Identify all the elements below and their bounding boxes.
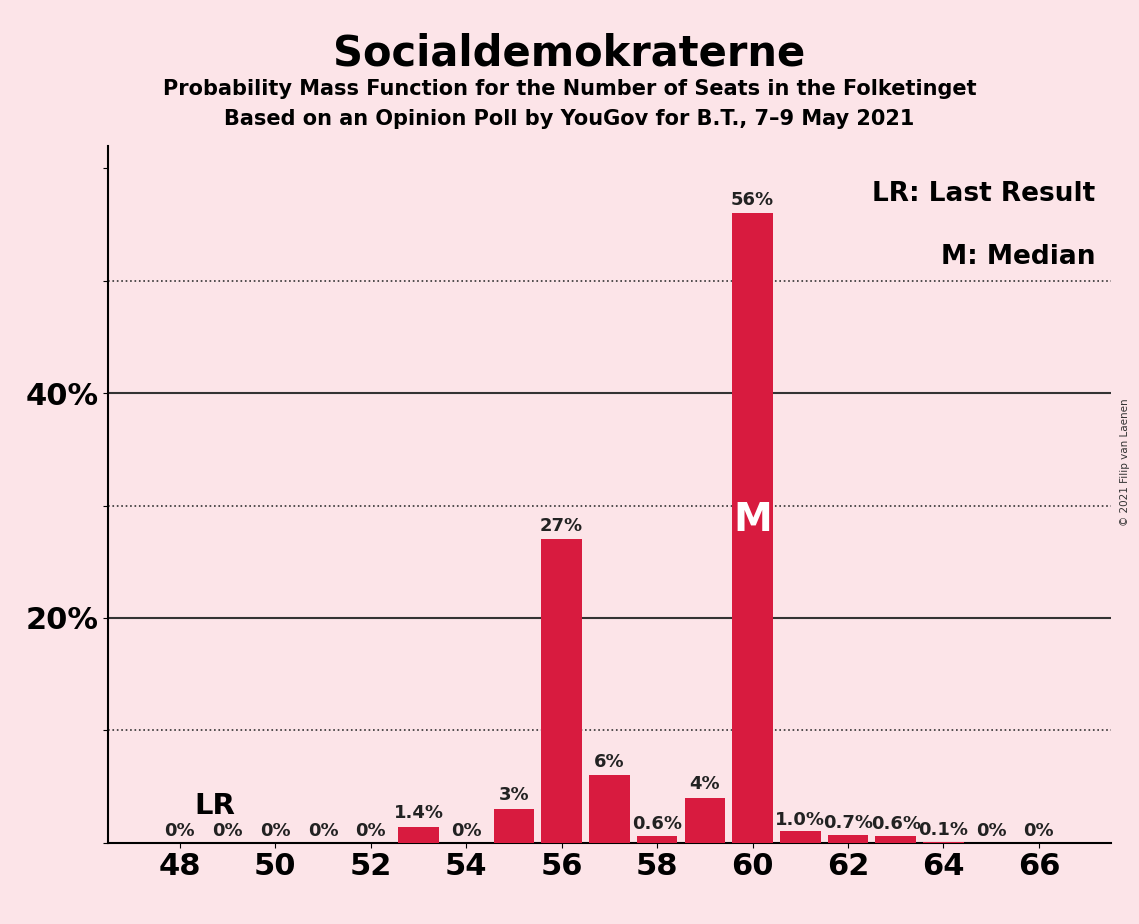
Text: Probability Mass Function for the Number of Seats in the Folketinget: Probability Mass Function for the Number… — [163, 79, 976, 99]
Text: © 2021 Filip van Laenen: © 2021 Filip van Laenen — [1121, 398, 1130, 526]
Text: Based on an Opinion Poll by YouGov for B.T., 7–9 May 2021: Based on an Opinion Poll by YouGov for B… — [224, 109, 915, 129]
Text: 0.7%: 0.7% — [823, 814, 872, 832]
Text: M: Median: M: Median — [941, 244, 1096, 270]
Text: 6%: 6% — [595, 753, 624, 771]
Text: LR: Last Result: LR: Last Result — [872, 181, 1096, 207]
Text: 0%: 0% — [1024, 821, 1055, 840]
Text: 1.4%: 1.4% — [393, 805, 443, 822]
Bar — [924, 842, 964, 843]
Text: Socialdemokraterne: Socialdemokraterne — [334, 32, 805, 74]
Text: 0%: 0% — [308, 821, 338, 840]
Text: 3%: 3% — [499, 786, 530, 805]
Text: 27%: 27% — [540, 517, 583, 535]
Bar — [828, 834, 868, 843]
Bar — [493, 809, 534, 843]
Text: 0%: 0% — [260, 821, 290, 840]
Text: 0.1%: 0.1% — [918, 821, 968, 839]
Text: 0%: 0% — [164, 821, 195, 840]
Bar — [589, 775, 630, 843]
Text: 0.6%: 0.6% — [870, 815, 920, 833]
Bar — [780, 832, 820, 843]
Text: 0%: 0% — [212, 821, 243, 840]
Text: 56%: 56% — [731, 191, 775, 209]
Bar — [399, 827, 439, 843]
Text: 0%: 0% — [451, 821, 482, 840]
Text: 1.0%: 1.0% — [776, 810, 826, 829]
Bar — [541, 540, 582, 843]
Bar — [637, 836, 678, 843]
Text: M: M — [734, 502, 772, 540]
Bar — [732, 213, 773, 843]
Text: LR: LR — [194, 792, 235, 821]
Text: 4%: 4% — [689, 775, 720, 793]
Bar — [685, 797, 726, 843]
Text: 0%: 0% — [355, 821, 386, 840]
Text: 0.6%: 0.6% — [632, 815, 682, 833]
Bar — [876, 836, 916, 843]
Text: 0%: 0% — [976, 821, 1007, 840]
